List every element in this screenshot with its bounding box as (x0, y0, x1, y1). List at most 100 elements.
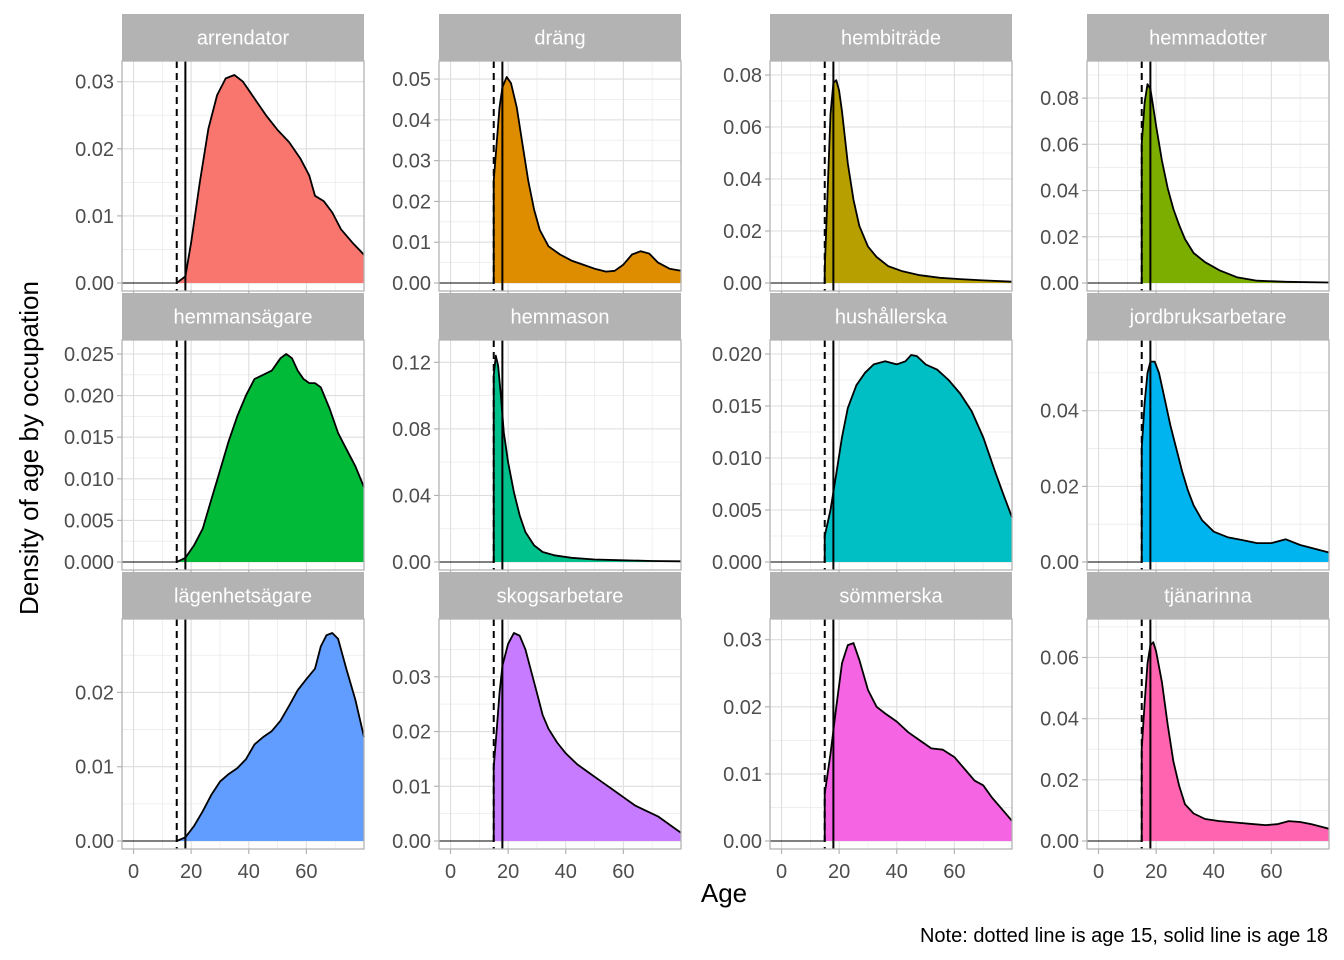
y-tick-label: 0.00 (1040, 552, 1079, 574)
facet-strip-label: hemmansägare (174, 307, 313, 329)
facet-strip (122, 293, 364, 340)
y-tick-label: 0.02 (723, 221, 762, 243)
y-tick-label: 0.03 (75, 72, 114, 94)
y-tick-label: 0.12 (392, 352, 431, 374)
x-tick-label: 60 (1260, 861, 1282, 883)
y-tick-label: 0.010 (64, 469, 114, 491)
density-area (493, 633, 681, 841)
facet-strip (1087, 293, 1329, 340)
panel-border (1086, 60, 1330, 292)
facet-strip-label: lägenhetsägare (174, 586, 312, 608)
density-area (824, 643, 1012, 841)
facet-panel-hemmason: hemmason 0.00 0.04 0.08 0.12 (392, 293, 682, 575)
y-tick-label: 0.08 (1040, 88, 1079, 110)
y-tick-label: 0.00 (75, 831, 114, 853)
panel-border (121, 339, 365, 571)
panel-border (121, 618, 365, 850)
x-tick-label: 0 (1093, 861, 1104, 883)
y-tick-label: 0.04 (1040, 401, 1079, 423)
y-tick-label: 0.02 (75, 682, 114, 704)
y-tick-label: 0.06 (1040, 647, 1079, 669)
density-area (493, 355, 681, 562)
y-tick-label: 0.020 (712, 344, 762, 366)
density-area (176, 354, 364, 562)
facet-strip (122, 572, 364, 619)
facet-panel-hushållerska: hushållerska 0.000 0.005 0.010 0.015 0.020 (712, 293, 1013, 575)
facet-panel-jordbruksarbetare: jordbruksarbetare 0.00 0.02 0.04 (1040, 293, 1330, 575)
facet-strip (122, 14, 364, 61)
facet-strip (770, 572, 1012, 619)
facet-panel-tjänarinna: tjänarinna 0.00 0.02 0.04 0.06 0 20 40 60 (1040, 572, 1330, 883)
y-tick-label: 0.00 (1040, 831, 1079, 853)
density-outline (823, 79, 1013, 283)
panel-border (769, 60, 1013, 292)
facet-strip (439, 293, 681, 340)
density-area (176, 633, 364, 841)
facet-strip (1087, 572, 1329, 619)
facet-strip-label: hemmason (511, 307, 610, 329)
facet-strip-label: jordbruksarbetare (1129, 307, 1287, 329)
y-tick-label: 0.01 (75, 206, 114, 228)
density-outline (176, 353, 365, 563)
y-tick-label: 0.015 (64, 427, 114, 449)
x-tick-label: 0 (128, 861, 139, 883)
panel-border (1086, 618, 1330, 850)
panel-border (438, 60, 682, 292)
x-tick-label: 60 (295, 861, 317, 883)
panel-background (1087, 61, 1329, 291)
facets-layer: arrendator0.000.010.020.03dräng0.000.010… (64, 14, 1330, 883)
facet-strip-label: hemmadotter (1149, 28, 1267, 50)
facet-strip-label: skogsarbetare (497, 586, 624, 608)
y-tick-label: 0.015 (712, 396, 762, 418)
x-tick-label: 40 (1203, 861, 1225, 883)
panel-border (1086, 339, 1330, 571)
y-tick-label: 0.00 (1040, 273, 1079, 295)
x-tick-label: 20 (828, 861, 850, 883)
y-tick-label: 0.06 (1040, 134, 1079, 156)
panel-border (438, 339, 682, 571)
facet-strip-label: sömmerska (839, 586, 943, 608)
density-area (824, 80, 1012, 283)
y-tick-label: 0.000 (64, 552, 114, 574)
y-tick-label: 0.03 (723, 630, 762, 652)
y-tick-label: 0.010 (712, 448, 762, 470)
panel-border (438, 618, 682, 850)
x-axis-title: Age (701, 878, 747, 908)
y-tick-label: 0.005 (712, 500, 762, 522)
y-tick-label: 0.03 (392, 151, 431, 173)
density-area (176, 75, 364, 283)
x-tick-label: 60 (612, 861, 634, 883)
y-tick-label: 0.08 (392, 419, 431, 441)
density-area (1141, 361, 1329, 562)
y-tick-label: 0.00 (392, 831, 431, 853)
density-outline (492, 354, 682, 563)
y-tick-label: 0.02 (1040, 476, 1079, 498)
facet-panel-hemmadotter: hemmadotter 0.00 0.02 0.04 0.06 0.08 (1040, 14, 1330, 296)
y-tick-label: 0.04 (1040, 709, 1079, 731)
y-tick-label: 0.04 (1040, 181, 1079, 203)
y-tick-label: 0.06 (723, 117, 762, 139)
y-tick-label: 0.08 (723, 65, 762, 87)
density-outline (823, 642, 1013, 841)
y-tick-label: 0.01 (392, 232, 431, 254)
y-tick-label: 0.04 (392, 485, 431, 507)
panel-border (121, 60, 365, 292)
y-tick-label: 0.025 (64, 344, 114, 366)
y-tick-label: 0.02 (1040, 770, 1079, 792)
y-axis-title: Density of age by occupation (14, 281, 44, 615)
y-tick-label: 0.02 (392, 722, 431, 744)
y-tick-label: 0.00 (392, 273, 431, 295)
y-tick-label: 0.05 (392, 69, 431, 91)
y-tick-label: 0.04 (392, 110, 431, 132)
y-tick-label: 0.01 (723, 764, 762, 786)
density-area (1141, 84, 1329, 283)
facet-strip (1087, 14, 1329, 61)
density-outline (1140, 83, 1330, 284)
panel-background (770, 61, 1012, 291)
y-tick-label: 0.04 (723, 169, 762, 191)
panel-border (769, 339, 1013, 571)
x-tick-label: 40 (238, 861, 260, 883)
panel-background (439, 340, 681, 570)
density-outline (176, 632, 365, 842)
x-tick-label: 20 (1145, 861, 1167, 883)
